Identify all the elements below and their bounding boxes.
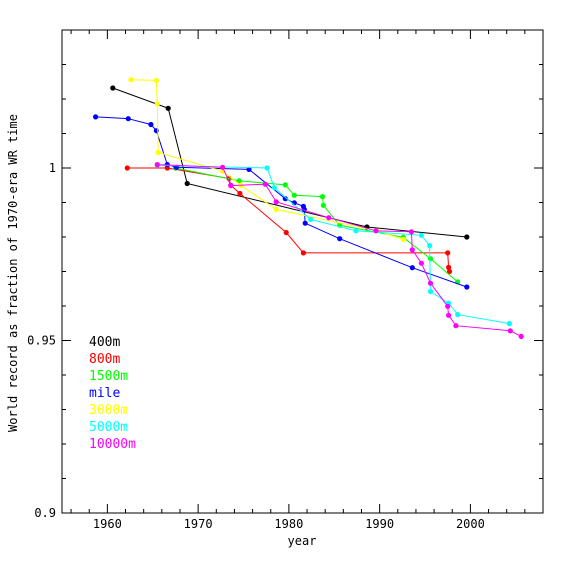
series-line-3000m xyxy=(130,79,404,240)
data-point-3000m xyxy=(128,77,134,83)
series-line-mile xyxy=(95,116,467,288)
data-point-400m xyxy=(184,180,190,187)
data-point-3000m xyxy=(273,206,279,212)
data-point-1500m xyxy=(320,202,326,208)
data-point-5000m xyxy=(418,232,424,238)
data-point-5000m xyxy=(264,165,270,171)
data-point-mile xyxy=(148,121,154,128)
x-tick-label: 1990 xyxy=(365,517,394,531)
data-point-3000m xyxy=(400,236,406,242)
data-point-mile xyxy=(282,196,288,202)
y-tick-label: 0.95 xyxy=(27,334,56,348)
data-point-10000m xyxy=(373,228,379,234)
data-point-10000m xyxy=(445,303,451,309)
data-point-5000m xyxy=(271,185,277,191)
data-point-10000m xyxy=(220,164,226,170)
data-point-mile xyxy=(246,166,252,172)
data-point-10000m xyxy=(262,181,268,187)
y-tick-label: 1 xyxy=(49,161,56,175)
legend-label-10000m: 10000m xyxy=(89,437,136,452)
data-point-800m xyxy=(237,190,243,197)
data-point-mile xyxy=(302,220,308,226)
legend-label-400m: 400m xyxy=(89,335,120,350)
data-point-10000m xyxy=(453,323,459,329)
data-point-10000m xyxy=(418,260,424,266)
legend-label-5000m: 5000m xyxy=(89,420,128,435)
series-layer xyxy=(93,77,524,339)
data-point-mile xyxy=(125,116,131,122)
series-line-1500m xyxy=(175,167,459,283)
data-point-400m xyxy=(110,85,116,91)
legend: 400m 800m 1500m mile 3000m 5000m 10000m xyxy=(89,335,136,452)
legend-label-1500m: 1500m xyxy=(89,369,128,384)
data-point-1500m xyxy=(427,256,434,262)
data-point-10000m xyxy=(427,280,434,286)
data-point-10000m xyxy=(507,328,513,334)
data-point-800m xyxy=(445,250,451,256)
x-tick-label: 2000 xyxy=(456,517,485,531)
x-tick-label: 1980 xyxy=(274,517,303,531)
data-point-10000m xyxy=(228,183,234,189)
x-tick-label: 1960 xyxy=(93,517,122,531)
legend-label-800m: 800m xyxy=(89,352,120,367)
data-point-10000m xyxy=(518,333,524,339)
data-point-10000m xyxy=(326,215,332,221)
data-point-3000m xyxy=(153,77,159,83)
data-point-5000m xyxy=(308,216,314,222)
data-point-1500m xyxy=(291,192,297,198)
data-point-800m xyxy=(283,229,289,236)
data-point-400m xyxy=(165,105,171,111)
series-line-10000m xyxy=(157,164,522,337)
data-point-1500m xyxy=(236,178,242,184)
y-tick-label: 0.9 xyxy=(34,506,56,520)
data-point-10000m xyxy=(446,312,452,318)
data-point-800m xyxy=(300,250,306,256)
data-point-10000m xyxy=(273,199,279,205)
data-point-5000m xyxy=(506,321,512,327)
data-point-5000m xyxy=(455,312,461,318)
data-point-10000m xyxy=(154,162,160,168)
data-point-800m xyxy=(124,165,130,171)
legend-label-3000m: 3000m xyxy=(89,403,128,418)
data-point-mile xyxy=(409,265,415,271)
data-point-mile xyxy=(464,284,470,290)
data-point-mile xyxy=(93,114,99,120)
data-point-1500m xyxy=(319,194,326,200)
data-point-800m xyxy=(446,264,452,270)
data-point-5000m xyxy=(353,228,359,234)
data-point-1500m xyxy=(282,182,288,188)
y-axis-label: World record as fraction of 1970-era WR … xyxy=(6,114,20,432)
y-axis-ticks: 0.9 0.95 1 xyxy=(27,29,543,520)
data-point-3000m xyxy=(154,101,160,107)
data-point-400m xyxy=(464,234,470,240)
data-point-3000m xyxy=(155,149,161,156)
series-line-800m xyxy=(127,167,450,272)
data-point-5000m xyxy=(427,288,434,295)
x-axis-ticks: 1960 1970 1980 1990 2000 xyxy=(70,30,544,531)
data-point-5000m xyxy=(427,243,433,249)
x-tick-label: 1970 xyxy=(184,517,213,531)
x-axis-label: year xyxy=(288,534,317,548)
data-point-10000m xyxy=(408,229,414,235)
data-point-10000m xyxy=(409,247,415,253)
data-point-mile xyxy=(337,236,343,242)
data-point-800m xyxy=(446,268,453,275)
legend-label-mile: mile xyxy=(89,386,120,401)
